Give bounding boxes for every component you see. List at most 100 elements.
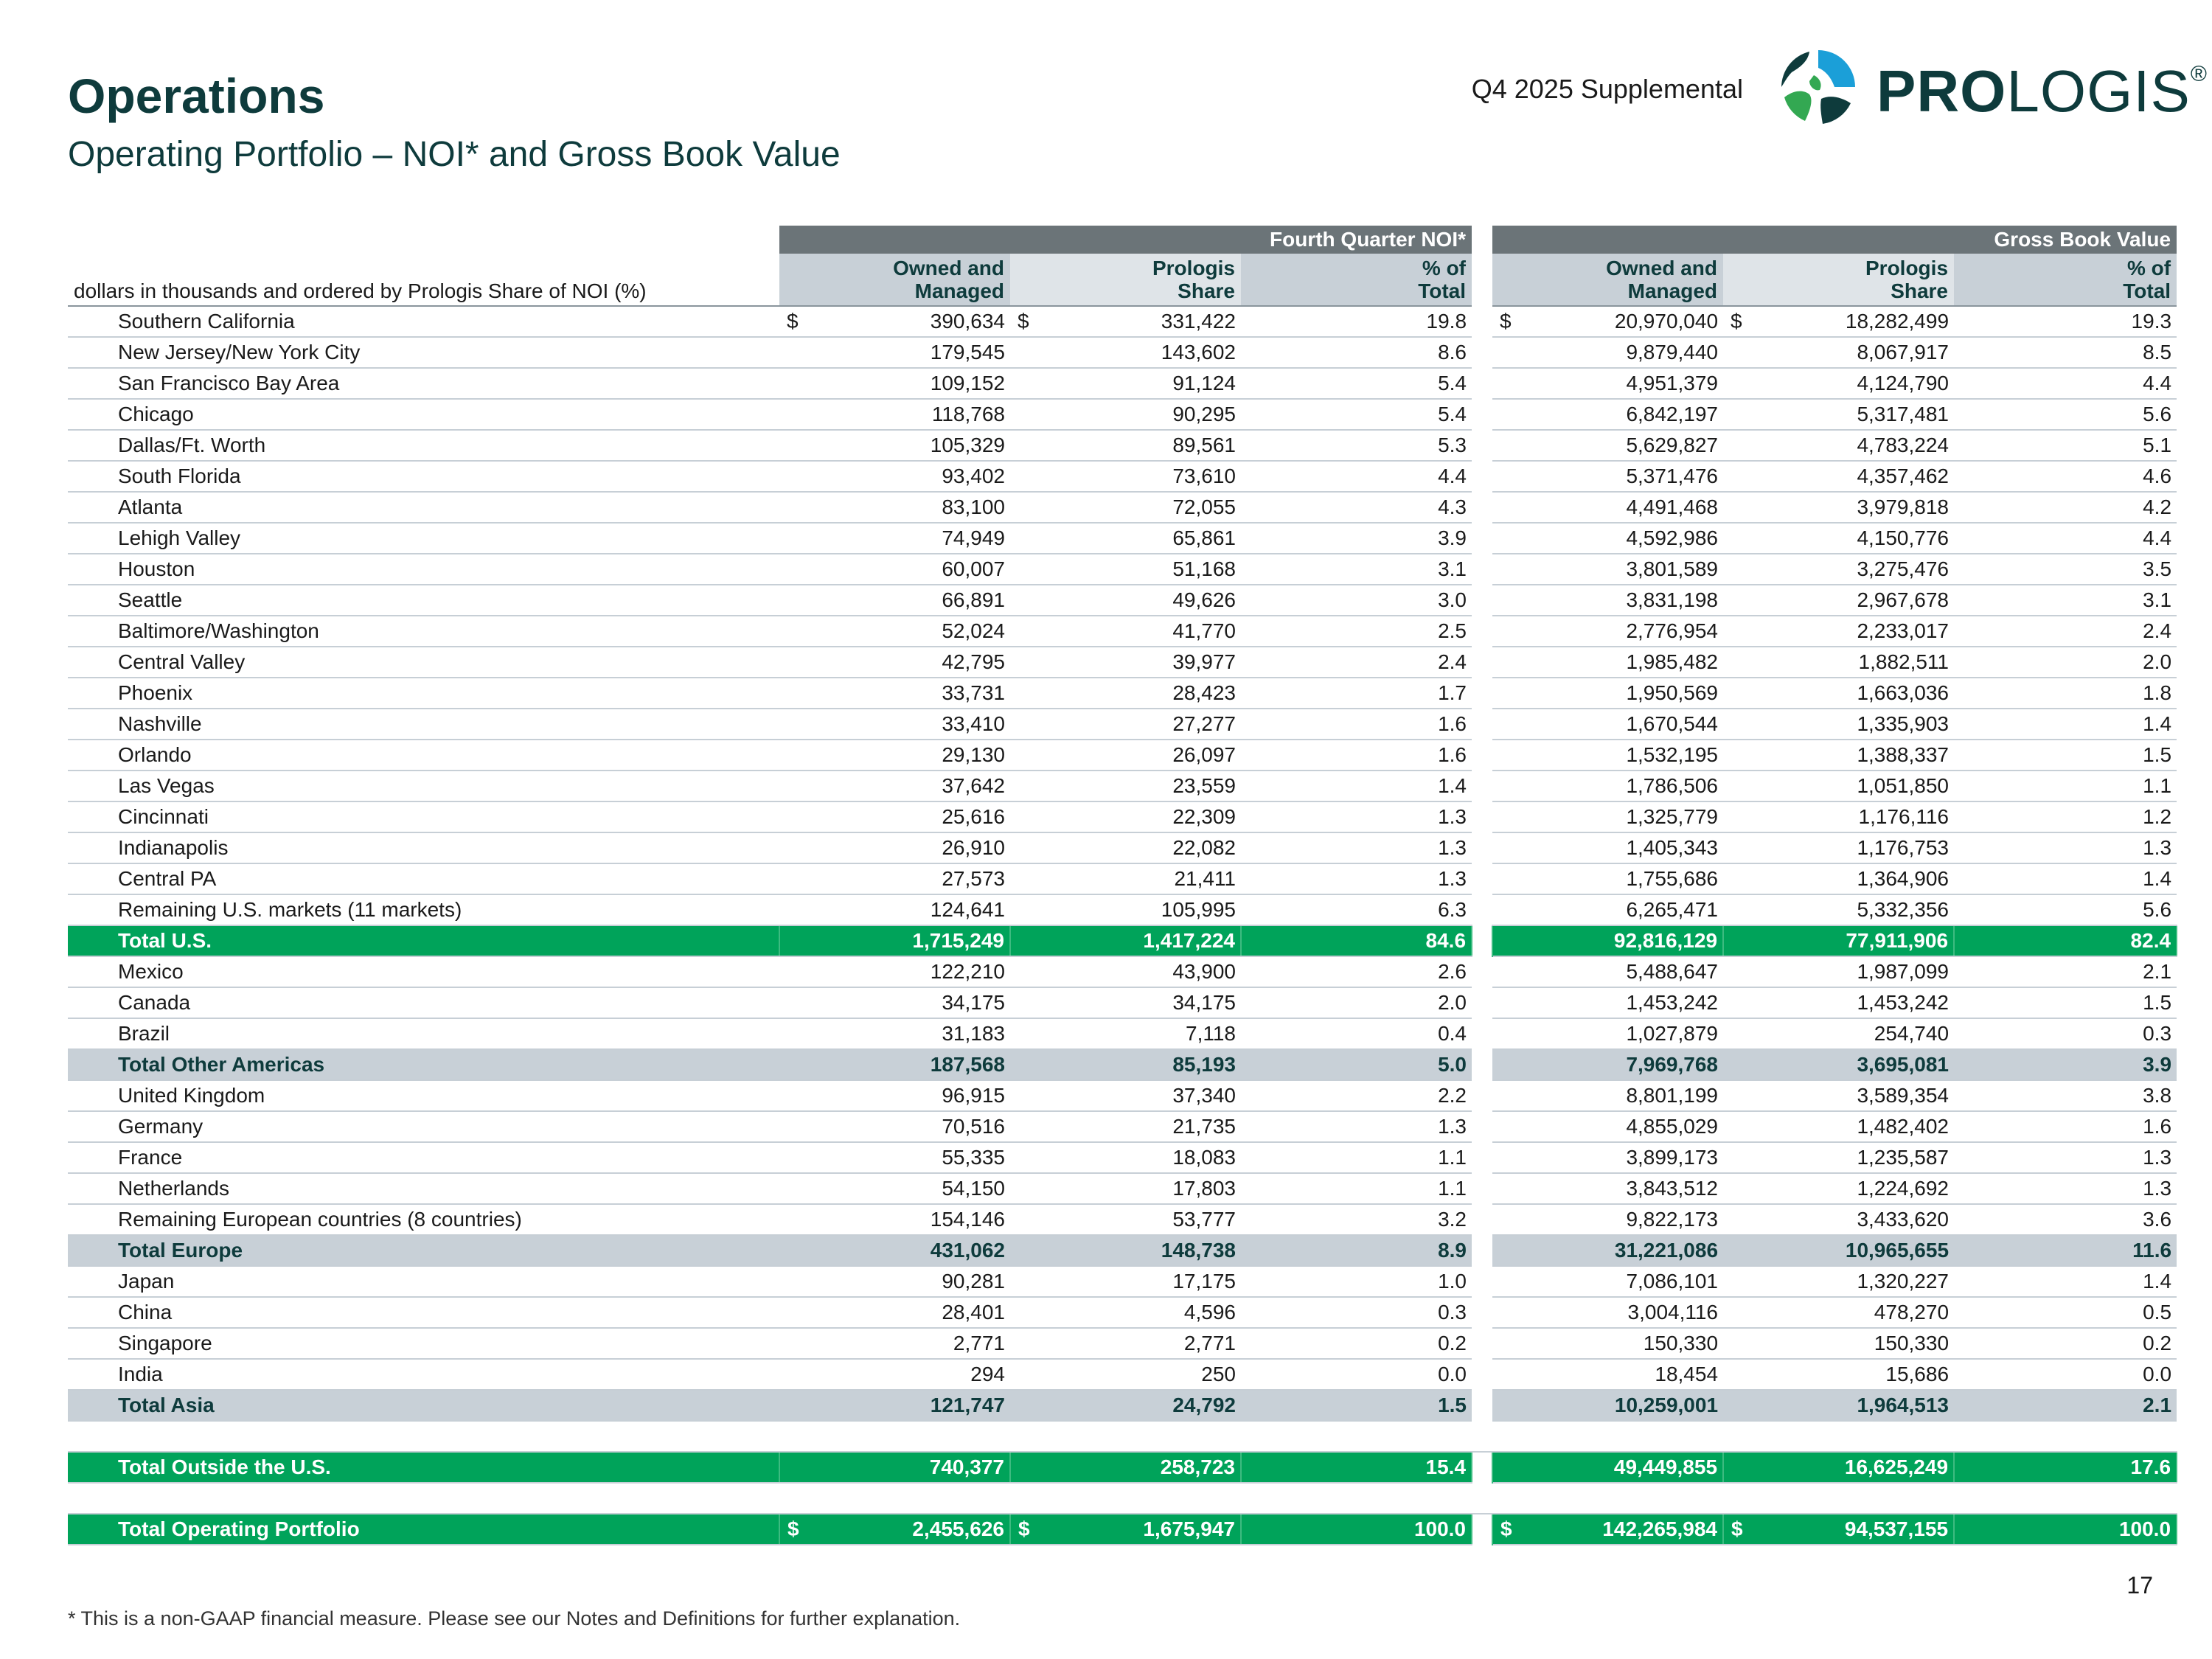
gbv-share-cell-value: 5,317,481	[1857, 403, 1950, 425]
gbv-pct-cell-value: 1.4	[2143, 867, 2172, 890]
noi-share-cell-value: 53,777	[1172, 1208, 1236, 1231]
noi-pct-cell: 5.4	[1241, 368, 1472, 400]
currency-symbol: $	[1018, 1517, 1030, 1540]
noi-share-cell: 22,082	[1010, 832, 1241, 864]
gbv-share-cell: 1,482,402	[1723, 1111, 1955, 1143]
gbv-pct-cell-value: 0.5	[2143, 1301, 2172, 1324]
column-gap	[1472, 647, 1493, 678]
column-gap	[1472, 894, 1493, 925]
noi-pct-cell: 1.7	[1241, 678, 1472, 709]
market-label-value: San Francisco Bay Area	[118, 372, 340, 394]
noi-owned-cell-value: 187,568	[930, 1053, 1005, 1076]
gbv-pct-cell: 3.8	[1954, 1080, 2177, 1112]
total-label-value: Total Operating Portfolio	[118, 1517, 360, 1540]
gbv-owned-cell-value: 31,221,086	[1614, 1239, 1719, 1262]
gbv-pct-cell-value: 1.5	[2143, 991, 2172, 1014]
footnote: * This is a non-GAAP financial measure. …	[68, 1607, 961, 1630]
gbv-owned-cell: 5,488,647	[1492, 956, 1724, 988]
noi-share-cell: 37,340	[1010, 1080, 1241, 1112]
gbv-owned-cell-value: 49,449,855	[1613, 1455, 1718, 1478]
gbv-owned-cell-value: 20,970,040	[1614, 310, 1719, 333]
gbv-pct-cell: 2.1	[1954, 1390, 2177, 1422]
gbv-owned-cell: 6,265,471	[1492, 894, 1724, 926]
noi-owned-cell: 105,329	[779, 430, 1010, 462]
column-gap	[1472, 709, 1493, 740]
market-label: Remaining U.S. markets (11 markets)	[68, 894, 779, 926]
gbv-share-cell-value: 1,320,227	[1857, 1270, 1950, 1293]
table-row: Canada 34,175 34,175 2.0 1,453,242 1,453,242 1…	[68, 987, 2177, 1019]
noi-share-cell-value: 41,770	[1172, 619, 1236, 642]
noi-share-cell-value: 37,340	[1172, 1084, 1236, 1107]
gbv-owned-cell: 150,330	[1492, 1328, 1724, 1360]
gbv-owned-cell-value: 7,086,101	[1626, 1270, 1719, 1293]
gbv-pct-cell-value: 82.4	[2130, 929, 2171, 952]
market-label: Las Vegas	[68, 771, 779, 802]
noi-owned-cell: 96,915	[779, 1080, 1010, 1112]
gbv-pct-cell-value: 1.4	[2143, 712, 2172, 735]
market-label: Dallas/Ft. Worth	[68, 430, 779, 462]
noi-owned-cell: 431,062	[779, 1235, 1010, 1267]
noi-pct-cell-value: 4.3	[1438, 495, 1467, 518]
noi-pct-cell: 8.9	[1241, 1235, 1472, 1267]
noi-pct-cell: 8.6	[1241, 337, 1472, 369]
noi-share-cell-value: 250	[1201, 1363, 1236, 1385]
gbv-owned-cell-value: 18,454	[1655, 1363, 1719, 1385]
gbv-pct-cell-value: 2.1	[2143, 1394, 2172, 1416]
gbv-owned-cell: 5,629,827	[1492, 430, 1724, 462]
col-noi-pct: % of Total	[1241, 254, 1472, 307]
noi-gross-book-value-table: Fourth Quarter NOI* Gross Book Value dol…	[68, 226, 2178, 1545]
noi-pct-cell-value: 2.5	[1438, 619, 1467, 642]
gbv-pct-cell-value: 5.1	[2143, 434, 2172, 456]
gbv-pct-cell-value: 1.3	[2143, 1146, 2172, 1169]
gbv-share-cell-value: 1,964,513	[1857, 1394, 1950, 1416]
gbv-pct-cell: 1.5	[1954, 740, 2177, 771]
noi-pct-cell-value: 4.4	[1438, 465, 1467, 487]
page-subtitle: Operating Portfolio – NOI* and Gross Boo…	[68, 135, 841, 174]
total-label-value: Total Other Americas	[118, 1053, 325, 1076]
market-label-value: New Jersey/New York City	[118, 341, 361, 364]
noi-owned-cell-value: 66,891	[942, 588, 1005, 611]
market-label-value: Atlanta	[118, 495, 183, 518]
noi-share-cell-value: 28,423	[1172, 681, 1236, 704]
gbv-pct-cell-value: 1.5	[2143, 743, 2172, 766]
noi-owned-cell: 28,401	[779, 1297, 1010, 1329]
market-label: Seattle	[68, 585, 779, 616]
gbv-owned-cell: 7,086,101	[1492, 1266, 1724, 1298]
noi-owned-cell: 34,175	[779, 987, 1010, 1019]
noi-owned-cell: 118,768	[779, 399, 1010, 431]
noi-share-cell: 24,792	[1010, 1390, 1241, 1422]
noi-pct-cell-value: 5.4	[1438, 372, 1467, 394]
gbv-share-cell-value: 4,150,776	[1857, 526, 1950, 549]
noi-owned-cell-value: 1,715,249	[912, 929, 1004, 952]
market-label-value: India	[118, 1363, 163, 1385]
col-noi-share-line1: Prologis	[1152, 257, 1235, 279]
market-label-value: Seattle	[118, 588, 183, 611]
column-gap	[1472, 1328, 1493, 1359]
noi-share-cell-value: 91,124	[1172, 372, 1236, 394]
gbv-owned-cell: 1,755,686	[1492, 863, 1724, 895]
gbv-share-cell: 254,740	[1723, 1018, 1955, 1050]
market-label: Cincinnati	[68, 801, 779, 833]
table-row: Remaining U.S. markets (11 markets) 124,6…	[68, 894, 2177, 926]
logo-registered-mark: ®	[2190, 62, 2208, 86]
col-gbv-share-line1: Prologis	[1865, 257, 1949, 279]
table-row: Indianapolis 26,910 22,082 1.3 1,405,343 1,17…	[68, 832, 2177, 864]
market-label-value: Remaining U.S. markets (11 markets)	[118, 898, 462, 921]
gbv-share-cell-value: 1,987,099	[1857, 960, 1950, 983]
noi-share-cell: 53,777	[1010, 1204, 1241, 1236]
noi-owned-cell-value: 31,183	[942, 1022, 1005, 1045]
gbv-pct-cell: 1.5	[1954, 987, 2177, 1019]
gbv-owned-cell-value: 4,951,379	[1626, 372, 1719, 394]
gbv-share-cell: 4,124,790	[1723, 368, 1955, 400]
gbv-pct-cell-value: 1.3	[2143, 1177, 2172, 1200]
noi-owned-cell-value: 2,455,626	[912, 1517, 1004, 1540]
gbv-pct-cell-value: 1.3	[2143, 836, 2172, 859]
total-row: Total Other Americas 187,568 85,193 5.0 7,96…	[68, 1049, 2177, 1081]
gbv-share-cell-value: 1,663,036	[1857, 681, 1950, 704]
noi-owned-cell: 93,402	[779, 461, 1010, 493]
gbv-share-cell-value: 3,695,081	[1857, 1053, 1950, 1076]
market-label: United Kingdom	[68, 1080, 779, 1112]
gbv-pct-cell-value: 1.2	[2143, 805, 2172, 828]
column-gap	[1472, 925, 1494, 956]
gbv-pct-cell-value: 4.2	[2143, 495, 2172, 518]
